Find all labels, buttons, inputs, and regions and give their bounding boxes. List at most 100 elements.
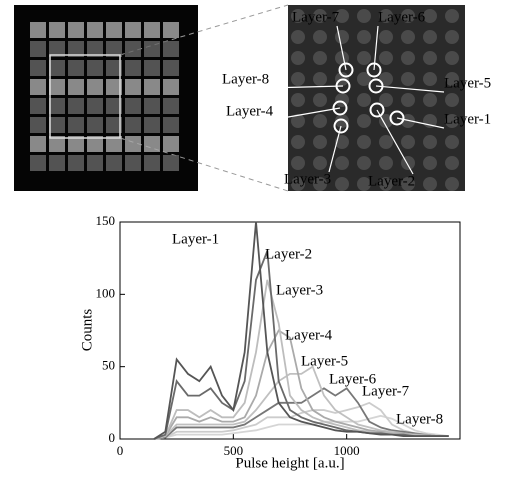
crystal-spot xyxy=(423,93,437,107)
inset-layer-label: Layer-3 xyxy=(284,171,331,187)
crystal-block xyxy=(125,60,141,76)
crystal-spot xyxy=(313,93,327,107)
crystal-spot xyxy=(445,51,459,65)
crystal-spot xyxy=(335,156,349,170)
crystal-block xyxy=(87,60,103,76)
crystal-spot xyxy=(445,156,459,170)
x-tick-label: 500 xyxy=(224,443,244,458)
crystal-spot xyxy=(357,156,371,170)
crystal-block xyxy=(163,136,179,152)
crystal-block xyxy=(68,117,84,133)
crystal-spot xyxy=(445,135,459,149)
crystal-block xyxy=(144,98,160,114)
crystal-block xyxy=(144,155,160,171)
inset-layer-label: Layer-2 xyxy=(368,173,415,189)
crystal-block xyxy=(30,155,46,171)
inset-layer-label: Layer-7 xyxy=(292,9,340,25)
series-label: Layer-8 xyxy=(396,411,443,427)
crystal-spot xyxy=(423,51,437,65)
crystal-block xyxy=(30,98,46,114)
crystal-spot xyxy=(357,114,371,128)
crystal-block xyxy=(125,22,141,38)
crystal-block xyxy=(144,117,160,133)
crystal-block xyxy=(144,79,160,95)
y-axis-label: Counts xyxy=(79,309,95,352)
crystal-block xyxy=(125,98,141,114)
crystal-spot xyxy=(445,9,459,23)
crystal-spot xyxy=(357,93,371,107)
crystal-block xyxy=(125,117,141,133)
crystal-spot xyxy=(401,30,415,44)
crystal-spot xyxy=(313,72,327,86)
crystal-spot xyxy=(423,30,437,44)
x-axis-label: Pulse height [a.u.] xyxy=(235,455,344,471)
crystal-block xyxy=(68,60,84,76)
y-tick-label: 0 xyxy=(109,430,116,445)
x-tick-label: 0 xyxy=(117,443,124,458)
crystal-block xyxy=(87,155,103,171)
crystal-spot xyxy=(423,177,437,191)
crystal-block xyxy=(87,98,103,114)
crystal-block xyxy=(49,98,65,114)
crystal-block xyxy=(68,98,84,114)
crystal-block xyxy=(87,117,103,133)
crystal-spot xyxy=(379,51,393,65)
x-tick-label: 1000 xyxy=(334,443,360,458)
crystal-spot xyxy=(291,135,305,149)
crystal-spot xyxy=(379,30,393,44)
crystal-block xyxy=(49,155,65,171)
inset-layer-label: Layer-6 xyxy=(378,9,426,25)
crystal-spot xyxy=(401,135,415,149)
crystal-spot xyxy=(291,51,305,65)
y-tick-label: 100 xyxy=(96,285,116,300)
crystal-block xyxy=(49,79,65,95)
crystal-block xyxy=(30,117,46,133)
crystal-block xyxy=(30,60,46,76)
crystal-spot xyxy=(335,93,349,107)
crystal-block xyxy=(30,22,46,38)
crystal-spot xyxy=(357,135,371,149)
series-label: Layer-4 xyxy=(285,327,333,343)
y-tick-label: 150 xyxy=(96,213,116,228)
crystal-block xyxy=(163,22,179,38)
crystal-block xyxy=(163,79,179,95)
inset-layer-label: Layer-5 xyxy=(444,75,491,91)
crystal-block xyxy=(125,41,141,57)
crystal-block xyxy=(144,41,160,57)
crystal-block xyxy=(68,22,84,38)
crystal-spot xyxy=(423,72,437,86)
crystal-block xyxy=(68,79,84,95)
crystal-block xyxy=(30,79,46,95)
crystal-spot xyxy=(357,30,371,44)
series-label: Layer-5 xyxy=(301,353,348,369)
crystal-spot xyxy=(445,177,459,191)
crystal-block xyxy=(106,22,122,38)
crystal-spot xyxy=(291,30,305,44)
crystal-block xyxy=(125,155,141,171)
figure: Pulse height [a.u.] Counts Layer-1 Layer-… xyxy=(0,0,508,481)
crystal-block xyxy=(144,22,160,38)
crystal-block xyxy=(125,79,141,95)
crystal-block xyxy=(30,136,46,152)
crystal-spot xyxy=(313,30,327,44)
crystal-spot xyxy=(335,30,349,44)
crystal-spot xyxy=(313,135,327,149)
crystal-block xyxy=(163,155,179,171)
crystal-block xyxy=(68,155,84,171)
crystal-spot xyxy=(401,51,415,65)
crystal-block xyxy=(144,136,160,152)
crystal-spot xyxy=(401,156,415,170)
inset-layer-label: Layer-4 xyxy=(226,103,274,119)
series-label: Layer-2 xyxy=(265,246,312,262)
crystal-spot xyxy=(423,135,437,149)
crystal-block xyxy=(144,60,160,76)
crystal-spot xyxy=(445,93,459,107)
crystal-spot xyxy=(423,156,437,170)
series-label: Layer-7 xyxy=(362,383,410,399)
inset-layer-label: Layer-1 xyxy=(444,111,491,127)
crystal-block xyxy=(163,60,179,76)
crystal-spot xyxy=(313,156,327,170)
crystal-spot xyxy=(445,30,459,44)
inset-layer-label: Layer-8 xyxy=(222,71,269,87)
crystal-block xyxy=(49,60,65,76)
